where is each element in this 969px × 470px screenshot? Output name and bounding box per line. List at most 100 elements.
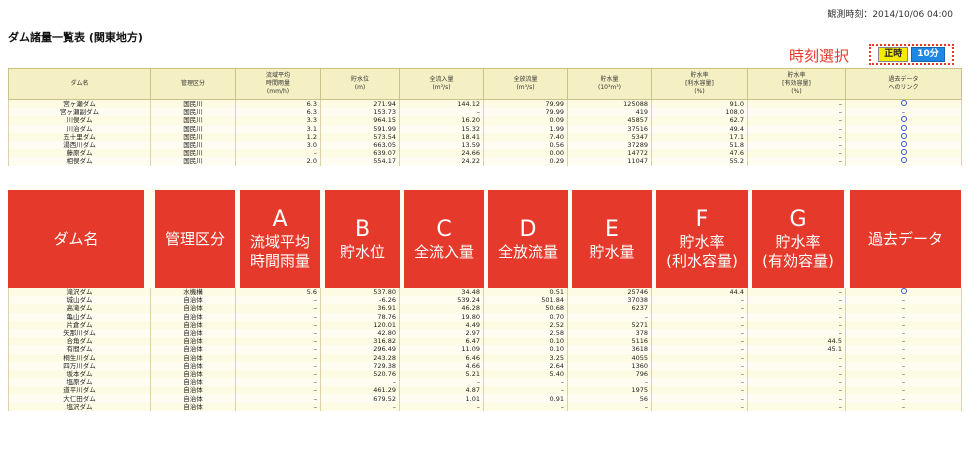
overlay-label: ダム名 [53, 229, 99, 248]
cell-inflow: 6.46 [399, 353, 484, 362]
cell-name: 塩沢ダム [8, 402, 151, 411]
cell-link[interactable] [845, 149, 962, 158]
past-data-link-icon[interactable] [900, 100, 907, 107]
cell-rate2: – [747, 140, 846, 150]
cell-outflow: 0.10 [483, 345, 568, 354]
past-data-link-icon[interactable] [900, 157, 907, 164]
observation-time: 観測時刻：2014/10/06 04:00 [827, 10, 953, 20]
cell-mgmt: 自治体 [150, 394, 236, 403]
column-header-line: (m³/s) [432, 84, 451, 91]
overlay-letter: E [605, 216, 619, 242]
cell-mgmt: 自治体 [150, 378, 236, 387]
cell-storage: 56 [567, 394, 652, 403]
overlay-label: 貯水率 [775, 233, 821, 251]
cell-mgmt: 国民川 [150, 132, 236, 141]
cell-rain: – [235, 369, 321, 379]
cell-name: 藤原ダム [8, 149, 151, 158]
cell-storage: 45857 [567, 116, 652, 125]
cell-inflow: 24.22 [399, 157, 484, 166]
table-row: 湯西川ダム 国民川 3.0 663.05 13.59 0.56 37289 51.8– [8, 140, 962, 150]
cell-rain: – [235, 353, 321, 362]
cell-rain: – [235, 296, 321, 305]
cell-rain: 5.6 [235, 288, 321, 297]
cell-link[interactable] [845, 116, 962, 125]
cell-link[interactable] [845, 140, 962, 150]
overlay-label: 貯水率 [679, 233, 725, 251]
cell-name: 宮ヶ瀬副ダム [8, 108, 151, 117]
table-row: 道平川ダム 自治体 –461.29 4.87–1975– – – [8, 386, 962, 395]
column-header-line: 貯水率 [787, 72, 806, 79]
cell-outflow: – [483, 402, 568, 411]
cell-level: -6.26 [320, 296, 400, 305]
column-overlay: G 貯水率 (有効容量) [752, 190, 844, 288]
cell-rate1: 91.0 [651, 99, 748, 109]
cell-inflow: 144.12 [399, 99, 484, 109]
past-data-link-icon[interactable] [900, 124, 907, 131]
hourly-button[interactable]: 正時 [878, 47, 909, 62]
table-row: 滝沢ダム 水機構 5.6 537.80 34.48 0.51 25746 44.4– [8, 288, 962, 297]
column-header-line: 貯水量 [600, 76, 619, 83]
column-header: 貯水率 [利水容量] (%) [651, 68, 748, 100]
cell-link: – [845, 353, 962, 362]
cell-outflow: 79.99 [483, 99, 568, 109]
cell-link: – [845, 345, 962, 354]
cell-rate1: – [651, 394, 748, 403]
overlay-letter: A [272, 207, 288, 232]
cell-rate2: – [747, 116, 846, 125]
cell-mgmt: 自治体 [150, 369, 236, 379]
column-header-line: 流域平均 [265, 72, 290, 79]
column-header-line: (%) [694, 88, 705, 95]
overlay-letter: F [695, 207, 709, 232]
cell-level: 78.76 [320, 312, 400, 321]
cell-storage: 37038 [567, 296, 652, 305]
cell-rate1: – [651, 296, 748, 305]
ten-minute-button[interactable]: 10分 [911, 47, 945, 62]
column-header: 全流入量 (m³/s) [399, 68, 484, 100]
overlay-letter: C [436, 216, 452, 242]
cell-rate2: – [747, 149, 846, 158]
cell-storage: 796 [567, 369, 652, 379]
cell-rain: – [235, 394, 321, 403]
past-data-link-icon[interactable] [900, 116, 907, 123]
past-data-link-icon[interactable] [900, 141, 907, 148]
column-header-line: (mm/h) [266, 88, 290, 95]
cell-rate1: – [651, 345, 748, 354]
cell-level: 120.01 [320, 320, 400, 329]
cell-link: – [845, 304, 962, 313]
cell-level: 537.80 [320, 288, 400, 297]
table-body-bottom: 滝沢ダム 水機構 5.6 537.80 34.48 0.51 25746 44.4– 城山ダム自… [8, 288, 962, 411]
cell-inflow: 19.80 [399, 312, 484, 321]
cell-link[interactable] [845, 157, 962, 166]
cell-name: 川治ダム [8, 124, 151, 133]
cell-outflow: 50.68 [483, 304, 568, 313]
column-header-line: (10³m³) [598, 84, 621, 91]
cell-link: – [845, 402, 962, 411]
column-header-line: 管理区分 [180, 80, 205, 87]
past-data-link-icon[interactable] [900, 132, 907, 139]
past-data-link-icon[interactable] [900, 288, 907, 295]
cell-inflow: 11.09 [399, 345, 484, 354]
cell-link: – [845, 328, 962, 338]
cell-outflow: 2.52 [483, 320, 568, 329]
cell-mgmt: 水機構 [150, 288, 236, 297]
cell-inflow: 15.32 [399, 124, 484, 133]
cell-level: 36.91 [320, 304, 400, 313]
cell-inflow: 539.24 [399, 296, 484, 305]
past-data-link-icon[interactable] [900, 149, 907, 156]
table-row: 川治ダム 国民川 3.1 591.99 15.32 1.99 37516 49.4– [8, 124, 962, 133]
cell-link[interactable] [845, 124, 962, 133]
cell-link[interactable] [845, 99, 962, 109]
cell-inflow: 13.59 [399, 140, 484, 150]
cell-inflow: 4.87 [399, 386, 484, 395]
cell-storage: 5116 [567, 337, 652, 346]
column-header-line: (m) [354, 84, 366, 91]
cell-link[interactable] [845, 132, 962, 141]
cell-level: 729.38 [320, 361, 400, 370]
column-header: 貯水量 (10³m³) [567, 68, 652, 100]
cell-link[interactable] [845, 288, 962, 297]
cell-rate2: – [747, 378, 846, 387]
cell-mgmt: 自治体 [150, 361, 236, 370]
cell-name: 大仁田ダム [8, 394, 151, 403]
cell-rain: – [235, 312, 321, 321]
cell-rain: – [235, 386, 321, 395]
